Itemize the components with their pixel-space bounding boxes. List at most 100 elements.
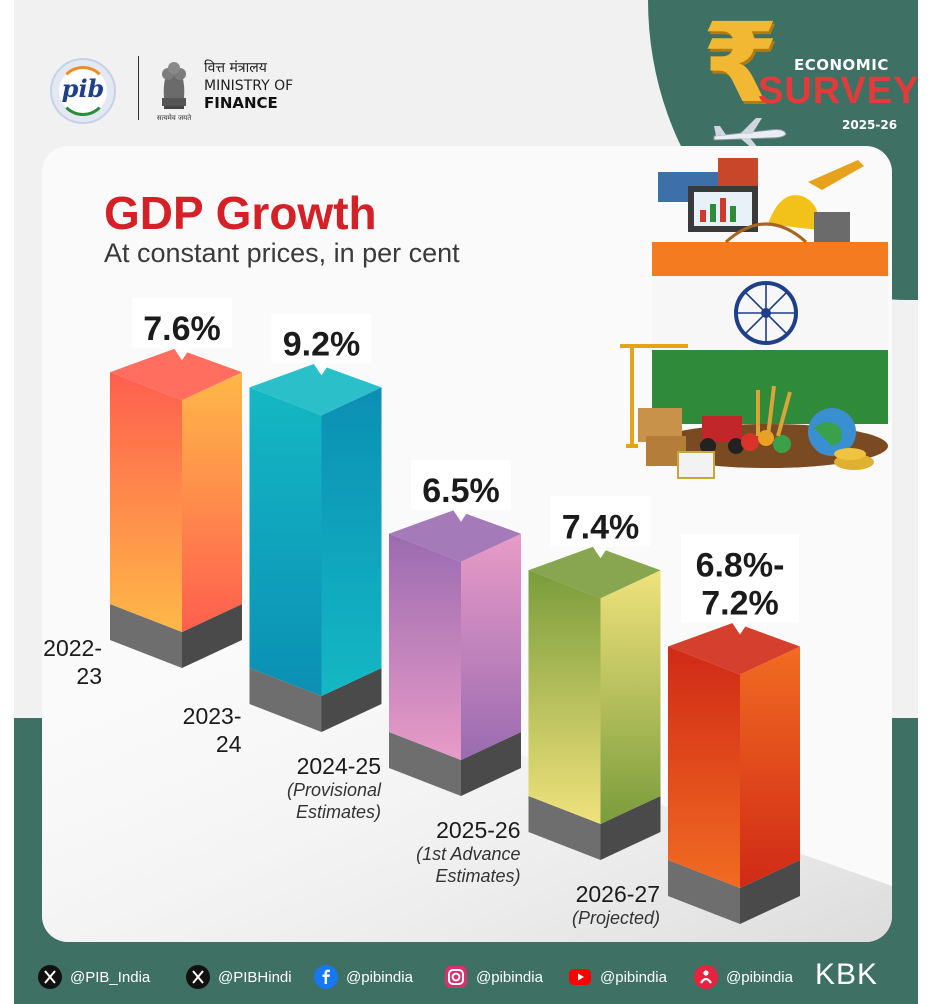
- value-label-text: 7.6%: [143, 310, 221, 348]
- pib-logo: pib: [50, 58, 116, 124]
- india-shopping-bag-illustration: [620, 158, 888, 479]
- value-label-text: 7.2%: [701, 585, 779, 623]
- bar-2024-25: [389, 509, 521, 796]
- value-label-box: [681, 534, 799, 623]
- bar-base-front: [110, 604, 182, 668]
- national-emblem-icon: सत्यमेव जयते: [157, 62, 192, 122]
- social-handle-text: @pibindia: [726, 968, 793, 986]
- category-text: 2024-25: [297, 753, 381, 779]
- badge-line1: ECONOMIC: [794, 56, 889, 74]
- bar-base-side: [740, 860, 800, 924]
- chart-card: GDP Growth At constant prices, in per ce…: [42, 146, 892, 942]
- social-handle-3[interactable]: @pibindia: [444, 964, 543, 990]
- x-icon: [38, 965, 62, 989]
- category-text: 23: [76, 663, 102, 689]
- category-note: (Provisional: [287, 780, 382, 800]
- ministry-hindi: वित्त मंत्रालय: [204, 60, 267, 76]
- value-label-2025-26: 7.4%: [550, 496, 651, 559]
- bar-base-side: [182, 604, 242, 668]
- category-note: (Projected): [572, 908, 660, 928]
- bar-top-face: [389, 509, 521, 562]
- value-label-2026-27: 6.8%-7.2%: [681, 534, 799, 635]
- social-handle-1[interactable]: @PIBHindi: [186, 964, 292, 990]
- bar-front-face: [110, 372, 182, 632]
- value-label-pointer: [453, 509, 469, 522]
- bar-top-face: [528, 546, 661, 599]
- instagram-icon: [444, 965, 468, 989]
- bar-2023-24: [249, 363, 382, 732]
- airplane-icon: [713, 118, 787, 150]
- bar-base-front: [668, 860, 740, 924]
- social-handle-text: @PIB_India: [70, 968, 151, 986]
- value-label-box: [132, 298, 232, 349]
- koo-icon: [694, 965, 718, 989]
- category-text: 2023-: [183, 703, 242, 729]
- category-text: 24: [216, 731, 242, 757]
- social-handle-text: @PIBHindi: [218, 968, 292, 986]
- value-label-pointer: [174, 348, 190, 361]
- category-note: Estimates): [435, 866, 520, 886]
- bar-front-face: [528, 570, 601, 824]
- value-label-2023-24: 9.2%: [271, 313, 372, 376]
- header-divider: [138, 56, 139, 120]
- social-handle-text: @pibindia: [476, 968, 543, 986]
- bar-top-face: [110, 348, 242, 401]
- category-note: Estimates): [296, 802, 381, 822]
- social-handle-5[interactable]: @pibindia: [694, 964, 793, 990]
- category-text: 2026-27: [576, 881, 660, 907]
- chart-title: GDP Growth: [104, 187, 377, 239]
- social-handle-0[interactable]: @PIB_India: [38, 964, 150, 990]
- value-label-box: [271, 313, 372, 364]
- bar-top-face: [249, 363, 382, 416]
- category-label-2022-23: 2022-23: [43, 635, 102, 689]
- chart-subtitle: At constant prices, in per cent: [104, 238, 460, 268]
- youtube-icon: [568, 965, 592, 989]
- x-icon: [186, 965, 210, 989]
- bar-base-front: [528, 796, 601, 860]
- gdp-bar-chart: 7.6% 2022-23 9.2% 2023-24 6.5% 2024-25(Provis…: [43, 298, 800, 928]
- rupee-icon: ₹: [702, 0, 779, 127]
- value-label-2022-23: 7.6%: [132, 298, 232, 361]
- bar-front-face: [389, 533, 461, 760]
- social-handle-4[interactable]: @pibindia: [568, 964, 667, 990]
- bar-base-side: [461, 732, 521, 796]
- bar-front-face: [668, 646, 740, 888]
- social-handle-text: @pibindia: [600, 968, 667, 986]
- economic-survey-badge: ₹ ECONOMIC SURVEY 2025-26: [702, 8, 918, 158]
- value-label-box: [550, 496, 651, 547]
- facebook-icon: [314, 965, 338, 989]
- value-label-pointer: [592, 546, 609, 559]
- bar-base-side: [600, 796, 661, 860]
- value-label-2024-25: 6.5%: [411, 459, 511, 522]
- value-label-text: 7.4%: [562, 508, 640, 546]
- category-text: 2022-: [43, 635, 102, 661]
- social-handle-text: @pibindia: [346, 968, 413, 986]
- category-label-2023-24: 2023-24: [183, 703, 242, 757]
- category-note: (1st Advance: [416, 844, 520, 864]
- bar-side-face: [461, 533, 521, 760]
- signature: KBK: [814, 958, 878, 991]
- infographic-frame: pib सत्यमेव जयते वित्त मंत्रालय MINISTRY…: [14, 0, 918, 1004]
- bar-base-front: [389, 732, 461, 796]
- bar-side-face: [321, 387, 382, 696]
- bar-2022-23: [110, 348, 242, 668]
- svg-text:सत्यमेव जयते: सत्यमेव जयते: [157, 113, 192, 122]
- bar-side-face: [600, 570, 661, 824]
- bar-side-face: [182, 372, 242, 632]
- bar-base-front: [249, 668, 322, 732]
- bar-front-face: [249, 387, 322, 696]
- bar-base-side: [321, 668, 382, 732]
- ministry-line1: MINISTRY OF: [204, 78, 294, 94]
- bar-2026-27: [668, 622, 800, 924]
- social-footer: KBK @PIB_India @PIBHindi @pibindia @pibindi…: [38, 958, 908, 994]
- bar-top-face: [668, 622, 800, 675]
- value-label-box: [411, 459, 511, 510]
- value-label-pointer: [732, 622, 748, 635]
- ministry-line2: FINANCE: [204, 94, 278, 112]
- category-text: 2025-26: [436, 817, 520, 843]
- bar-side-face: [740, 646, 800, 888]
- badge-year: 2025-26: [842, 118, 898, 132]
- social-handle-2[interactable]: @pibindia: [314, 964, 413, 990]
